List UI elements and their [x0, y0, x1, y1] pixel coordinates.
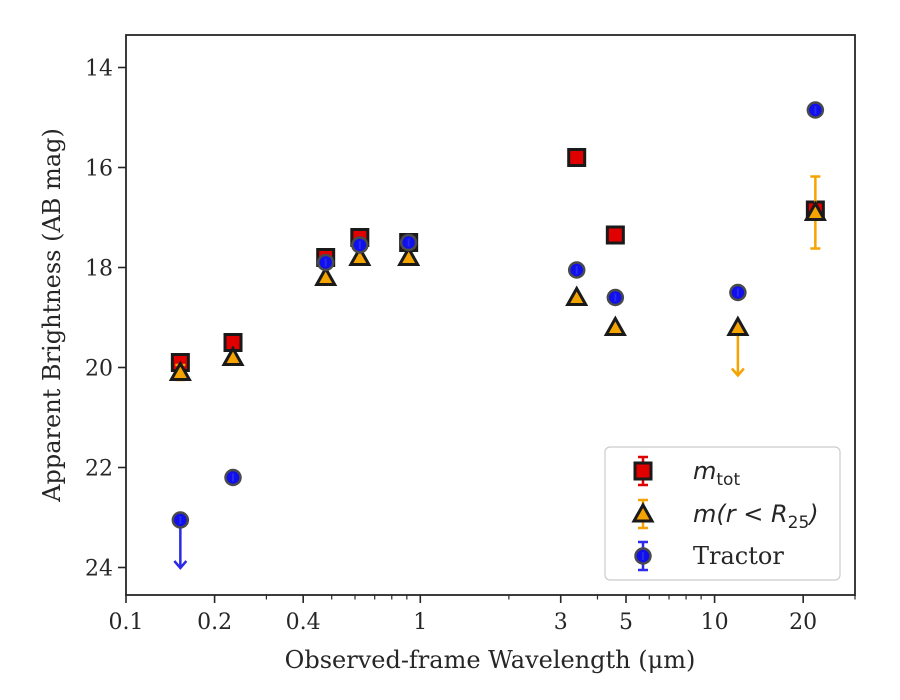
x-tick-label: 3	[554, 610, 568, 635]
m-r25-point	[168, 360, 192, 381]
m-r25-point	[221, 345, 245, 366]
x-tick-label: 0.4	[286, 610, 321, 635]
m-r25-point	[397, 245, 421, 266]
x-axis-label: Observed-frame Wavelength (μm)	[285, 646, 696, 674]
axes: 0.1 0.2 0.4 1 3 5 10 20 14 16 18 20 22 24	[85, 34, 856, 635]
m-r25-upper-limit-arrow	[730, 367, 745, 378]
y-tick-label: 24	[85, 557, 113, 582]
m-r25-point	[603, 315, 627, 336]
x-tick-label: 10	[701, 610, 729, 635]
legend-label-tractor: Tractor	[693, 542, 784, 570]
legend-marker-m-tot	[633, 461, 653, 481]
plot-data	[168, 101, 827, 570]
legend: mtot m(r < R25) Tractor	[604, 446, 841, 581]
m-r25-point	[726, 315, 750, 336]
m-tot-point	[605, 225, 625, 245]
y-tick-label: 16	[85, 157, 113, 182]
legend-box	[604, 446, 841, 581]
x-tick-label: 5	[619, 610, 633, 635]
y-tick-label: 22	[85, 457, 113, 482]
y-tick-label: 18	[85, 257, 113, 282]
x-tick-label: 0.1	[109, 610, 144, 635]
plot-frame	[125, 34, 856, 596]
m-tot-point	[567, 148, 587, 167]
m-r25-point	[348, 245, 372, 266]
y-tick-label: 20	[85, 357, 113, 382]
legend-marker-m-r25	[631, 501, 655, 523]
x-tick-label: 1	[413, 610, 427, 635]
x-tick-label: 0.2	[197, 610, 232, 635]
m-r25-point	[314, 265, 338, 286]
m-r25-point	[803, 200, 827, 221]
m-r25-point	[565, 285, 589, 306]
legend-label-m-tot: mtot	[693, 457, 740, 490]
y-axis-label: Apparent Brightness (AB mag)	[38, 128, 66, 503]
legend-label-m-r25: m(r < R25)	[693, 500, 819, 533]
y-tick-label: 14	[85, 57, 113, 82]
x-tick-label: 20	[789, 610, 817, 635]
tractor-upper-limit-arrow	[173, 560, 188, 570]
